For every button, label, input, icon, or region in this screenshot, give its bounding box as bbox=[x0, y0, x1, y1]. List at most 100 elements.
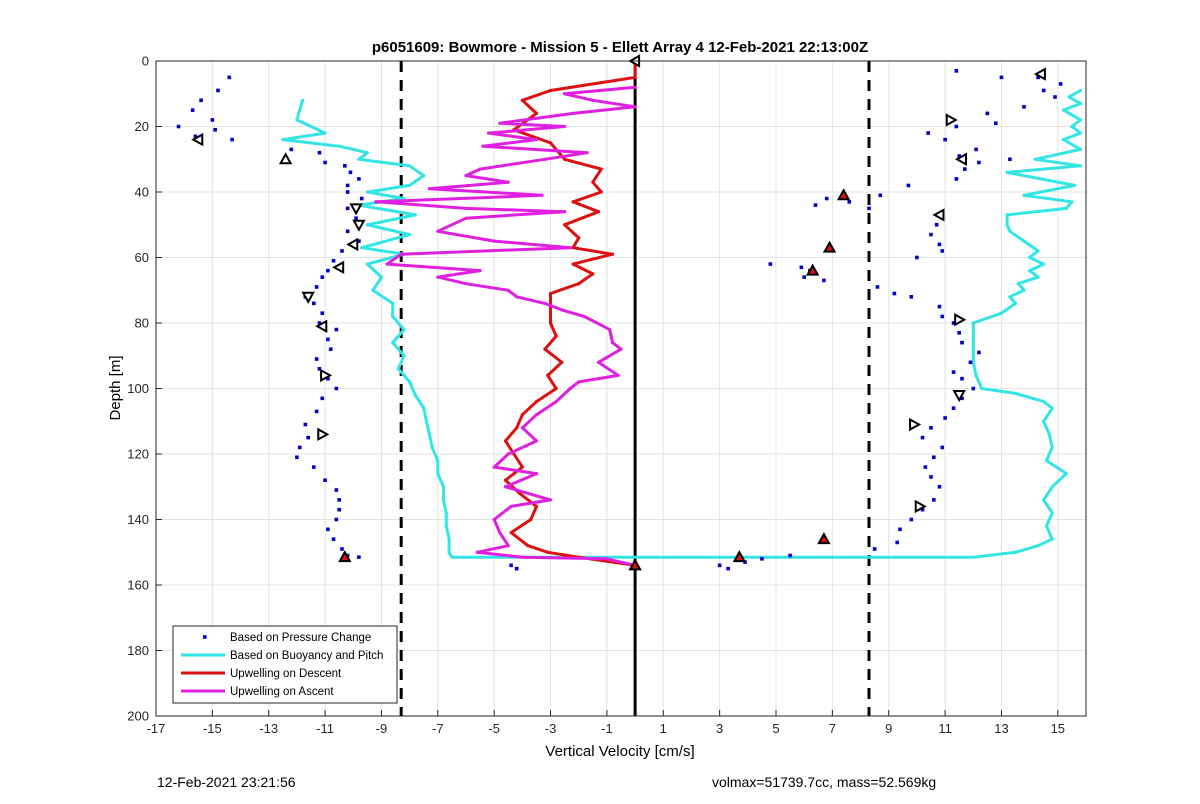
series-vertex bbox=[1078, 118, 1082, 122]
pressure-change-point bbox=[1008, 157, 1012, 162]
series-vertex bbox=[548, 141, 553, 145]
pressure-change-point bbox=[898, 527, 902, 532]
series-vertex bbox=[447, 537, 451, 541]
series-vertex bbox=[591, 180, 595, 184]
series-vertex bbox=[608, 327, 612, 332]
pressure-change-point bbox=[317, 367, 322, 371]
series-vertex bbox=[1036, 249, 1040, 253]
pressure-change-point bbox=[190, 108, 195, 112]
series-vertex bbox=[596, 360, 601, 364]
pressure-change-point bbox=[331, 537, 336, 541]
series-vertex bbox=[534, 504, 539, 508]
series-vertex bbox=[515, 426, 519, 430]
series-vertex bbox=[498, 121, 502, 125]
pressure-change-point bbox=[357, 239, 361, 243]
series-vertex bbox=[571, 262, 575, 266]
series-vertex bbox=[424, 419, 429, 423]
triangle-marker bbox=[301, 291, 315, 304]
series-vertex bbox=[571, 200, 575, 204]
pressure-change-point bbox=[957, 331, 961, 335]
series-vertex bbox=[413, 393, 417, 397]
series-vertex bbox=[1028, 269, 1032, 273]
pressure-change-point bbox=[289, 147, 294, 152]
x-tick-label: -17 bbox=[147, 721, 166, 736]
series-vertex bbox=[408, 164, 412, 168]
triangle-marker bbox=[320, 368, 333, 383]
pressure-change-point bbox=[509, 563, 513, 568]
pressure-change-point bbox=[334, 488, 339, 492]
pressure-change-point bbox=[813, 203, 818, 207]
red-triangle-marker bbox=[836, 188, 851, 201]
series-vertex bbox=[475, 550, 479, 554]
series-vertex bbox=[402, 327, 406, 332]
series-vertex bbox=[980, 386, 984, 391]
series-vertex bbox=[599, 167, 603, 171]
series-vertex bbox=[1078, 164, 1082, 168]
series-vertex bbox=[450, 555, 454, 559]
plot-area bbox=[176, 54, 1082, 716]
series-vertex bbox=[503, 478, 508, 482]
pressure-change-point bbox=[326, 337, 330, 342]
series-vertex bbox=[546, 550, 550, 554]
series-vertex bbox=[577, 380, 581, 384]
pressure-change-point bbox=[295, 455, 299, 460]
series-vertex bbox=[548, 291, 553, 296]
series-vertex bbox=[1050, 445, 1054, 450]
y-tick-label: 200 bbox=[127, 709, 149, 724]
series-vertex bbox=[1042, 400, 1046, 404]
pressure-change-point bbox=[210, 118, 215, 122]
pressure-change-point bbox=[760, 557, 764, 561]
pressure-change-point bbox=[920, 507, 925, 512]
series-vertex bbox=[543, 301, 547, 305]
series-vertex bbox=[534, 413, 539, 417]
pressure-change-point bbox=[974, 147, 978, 152]
pressure-change-point bbox=[892, 291, 897, 296]
series-vertex bbox=[577, 282, 581, 286]
pressure-change-point bbox=[934, 222, 939, 227]
pressure-change-point bbox=[1041, 88, 1046, 93]
x-tick-label: -7 bbox=[432, 721, 444, 736]
y-tick-label: 60 bbox=[135, 250, 149, 265]
series-vertex bbox=[399, 252, 403, 256]
pressure-change-point bbox=[326, 268, 330, 273]
series-vertex bbox=[1005, 223, 1009, 227]
pressure-change-point bbox=[337, 507, 341, 512]
series-vertex bbox=[360, 246, 364, 250]
series-vertex bbox=[554, 386, 558, 391]
pressure-change-point bbox=[999, 75, 1004, 80]
pressure-change-point bbox=[314, 285, 319, 289]
y-tick-label: 100 bbox=[127, 381, 149, 396]
series-vertex bbox=[568, 246, 572, 250]
y-tick-label: 180 bbox=[127, 643, 149, 658]
series-vertex bbox=[509, 531, 513, 535]
triangle-marker bbox=[315, 319, 328, 333]
series-vertex bbox=[478, 167, 482, 171]
chart-title: p6051609: Bowmore - Mission 5 - Ellett A… bbox=[372, 39, 868, 56]
triangle-marker bbox=[914, 499, 927, 514]
red-triangle-marker bbox=[822, 240, 837, 253]
series-vertex bbox=[610, 252, 615, 256]
series-vertex bbox=[464, 282, 468, 286]
series-vertex bbox=[526, 544, 530, 548]
y-tick-label: 20 bbox=[135, 119, 149, 134]
series-vertex bbox=[427, 187, 431, 191]
series-vertex bbox=[506, 180, 510, 184]
series-vertex bbox=[481, 144, 485, 148]
pressure-change-point bbox=[337, 498, 341, 502]
legend-swatch-dot bbox=[203, 635, 207, 639]
series-vertex bbox=[1078, 101, 1082, 106]
pressure-change-point bbox=[176, 124, 181, 129]
pressure-change-point bbox=[929, 232, 933, 237]
series-vertex bbox=[498, 531, 502, 535]
pressure-change-point bbox=[726, 566, 730, 571]
series-vertex bbox=[515, 295, 519, 299]
pressure-change-point bbox=[960, 376, 964, 381]
legend-label: Upwelling on Ascent bbox=[230, 686, 334, 698]
series-vertex bbox=[971, 334, 975, 338]
pressure-change-point bbox=[867, 206, 871, 211]
pressure-change-point bbox=[320, 311, 325, 315]
series-vertex bbox=[300, 98, 305, 102]
pressure-change-point bbox=[314, 357, 319, 361]
x-tick-label: -11 bbox=[316, 721, 334, 736]
series-vertex bbox=[971, 555, 975, 559]
